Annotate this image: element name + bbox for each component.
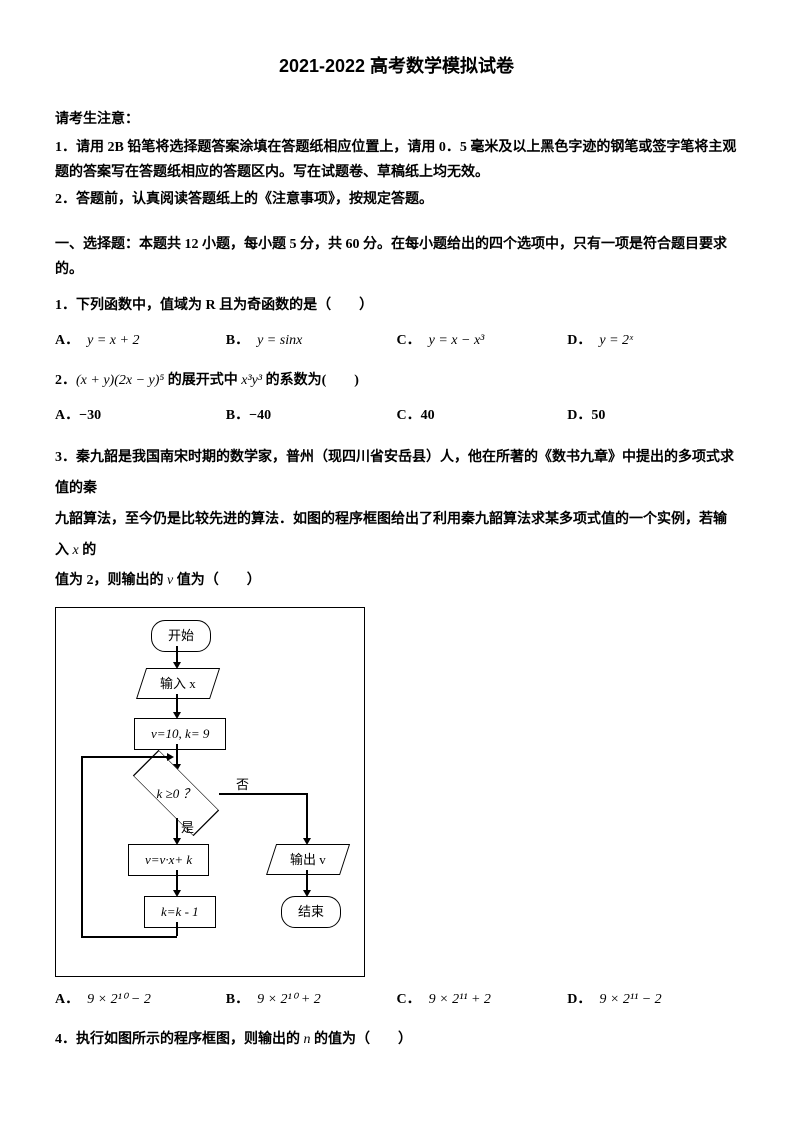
q3-line2-a: 九韶算法，至今仍是比较先进的算法．如图的程序框图给出了利用秦九韶算法求某多项式值… [55,512,727,558]
flow-input: 输入 x [136,668,220,699]
arrow [176,818,178,840]
q2-option-b: B．−40 [226,403,397,428]
flow-input-label: 输入 x [160,672,196,695]
section-1-title: 一、选择题：本题共 12 小题，每小题 5 分，共 60 分。在每小题给出的四个… [55,232,738,282]
q3-option-b: B． 9 × 2¹⁰ + 2 [226,987,397,1012]
option-label: A． [55,987,79,1012]
q3-option-c: C． 9 × 2¹¹ + 2 [397,987,568,1012]
q3-line2: 九韶算法，至今仍是比较先进的算法．如图的程序框图给出了利用秦九韶算法求某多项式值… [55,505,738,567]
flow-output: 输出 v [266,844,350,875]
q1-option-a: A． y = x + 2 [55,328,226,353]
option-label: B．−40 [226,403,271,428]
arrow [219,793,306,795]
flow-end-label: 结束 [298,904,324,919]
flow-step1-label: v=v·x+ k [145,852,192,867]
arrow [176,744,178,766]
q2-suffix: 的系数为( ) [262,373,359,388]
q3-line3-b: 值为（ ） [173,573,261,588]
flow-step2: k=k - 1 [144,896,216,927]
option-label: D．50 [567,403,605,428]
q4-suffix: 的值为（ ） [311,1032,413,1047]
q4-var: n [304,1032,311,1047]
option-label: C． [397,328,421,353]
arrow [176,922,178,936]
q3-option-d: D． 9 × 2¹¹ − 2 [567,987,738,1012]
arrow [81,936,177,938]
arrow [81,756,169,758]
option-label: C． [397,987,421,1012]
flow-init-label: v=10, k= 9 [151,726,209,741]
q3-line1: 3．秦九韶是我国南宋时期的数学家，普州（现四川省安岳县）人，他在所著的《数书九章… [55,443,738,505]
q3-option-a: A． 9 × 2¹⁰ − 2 [55,987,226,1012]
question-3: 3．秦九韶是我国南宋时期的数学家，普州（现四川省安岳县）人，他在所著的《数书九章… [55,443,738,597]
flow-step1: v=v·x+ k [128,844,209,875]
option-label: B． [226,328,249,353]
flow-condition: k ≥0 ？ [131,768,221,818]
option-value: y = x − x³ [429,328,485,353]
option-label: A． [55,328,79,353]
arrow [176,870,178,892]
flow-start-label: 开始 [168,628,194,643]
question-1-options: A． y = x + 2 B． y = sinx C． y = x − x³ D… [55,328,738,353]
flow-end: 结束 [281,896,341,927]
question-3-options: A． 9 × 2¹⁰ − 2 B． 9 × 2¹⁰ + 2 C． 9 × 2¹¹… [55,987,738,1012]
q2-option-a: A．−30 [55,403,226,428]
flow-yes-label: 是 [181,816,194,839]
option-label: B． [226,987,249,1012]
arrowhead-icon [167,753,174,761]
q2-term: x³y³ [241,373,262,388]
q2-prefix: 2． [55,373,76,388]
option-label: D． [567,328,591,353]
q4-prefix: 4．执行如图所示的程序框图，则输出的 [55,1032,304,1047]
option-label: D． [567,987,591,1012]
q2-expr: (x + y)(2x − y)⁵ [76,373,164,388]
page-title: 2021-2022 高考数学模拟试卷 [55,50,738,82]
q1-option-c: C． y = x − x³ [397,328,568,353]
q3-line3: 值为 2，则输出的 v 值为（ ） [55,566,738,597]
question-1: 1．下列函数中，值域为 R 且为奇函数的是（ ） [55,293,738,318]
question-2-options: A．−30 B．−40 C．40 D．50 [55,403,738,428]
notice-item-1: 1．请用 2B 铅笔将选择题答案涂填在答题纸相应位置上，请用 0．5 毫米及以上… [55,135,738,185]
arrow [176,694,178,714]
arrow [81,756,83,937]
notice-header: 请考生注意： [55,107,738,132]
question-4: 4．执行如图所示的程序框图，则输出的 n 的值为（ ） [55,1027,738,1052]
option-value: y = 2ˣ [599,328,633,353]
flow-step2-label: k=k - 1 [161,904,199,919]
option-value: 9 × 2¹⁰ − 2 [87,987,151,1012]
question-2: 2．(x + y)(2x − y)⁵ 的展开式中 x³y³ 的系数为( ) [55,368,738,393]
flow-cond-label: k ≥0 ？ [157,782,196,805]
arrow [306,870,308,892]
q3-line3-a: 值为 2，则输出的 [55,573,167,588]
q3-line2-b: 的 [79,543,97,558]
flow-output-label: 输出 v [290,848,326,871]
q1-option-d: D． y = 2ˣ [567,328,738,353]
option-value: y = sinx [257,328,302,353]
option-value: 9 × 2¹¹ − 2 [599,987,661,1012]
q2-mid: 的展开式中 [164,373,241,388]
flow-start: 开始 [151,620,211,651]
option-value: y = x + 2 [87,328,139,353]
notice-item-2: 2．答题前，认真阅读答题纸上的《注意事项》，按规定答题。 [55,187,738,212]
q1-option-b: B． y = sinx [226,328,397,353]
flowchart: 开始 输入 x v=10, k= 9 k ≥0 ？ 否 是 v=v·x+ k k… [55,607,365,977]
q2-option-d: D．50 [567,403,738,428]
option-value: 9 × 2¹¹ + 2 [429,987,491,1012]
arrow [306,793,308,840]
option-value: 9 × 2¹⁰ + 2 [257,987,321,1012]
option-label: A．−30 [55,403,101,428]
q2-option-c: C．40 [397,403,568,428]
option-label: C．40 [397,403,435,428]
flow-init: v=10, k= 9 [134,718,226,749]
